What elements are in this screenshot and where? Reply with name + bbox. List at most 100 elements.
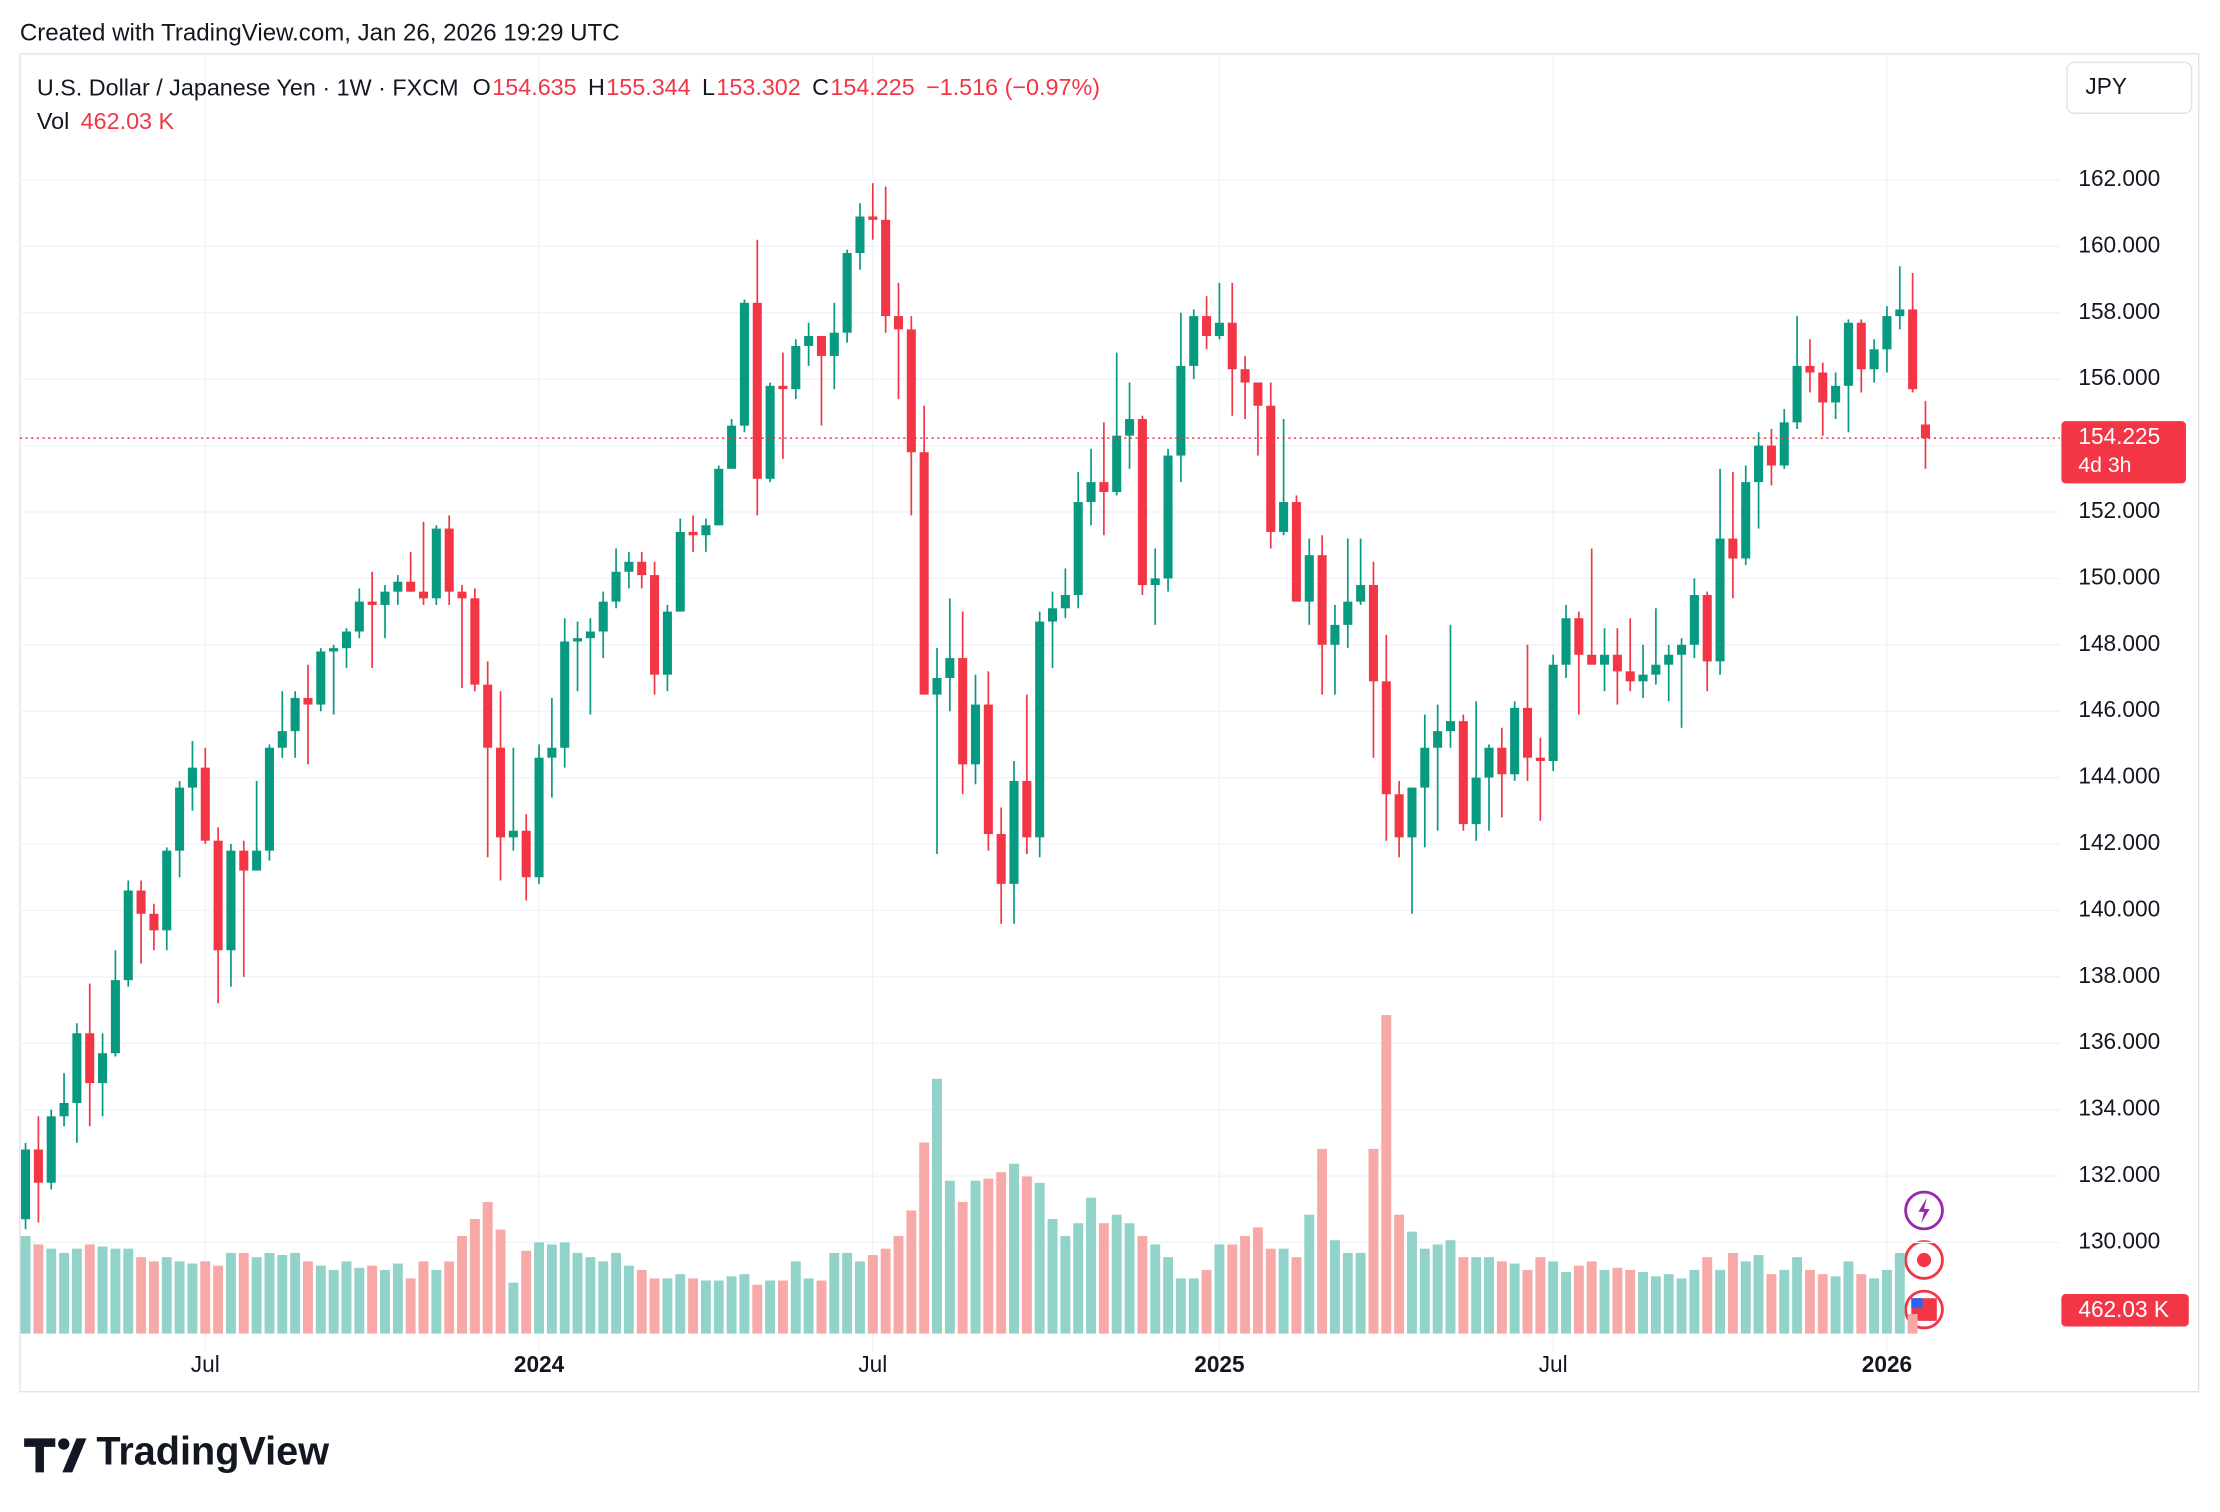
volume-bar — [469, 1218, 480, 1334]
volume-bar — [1419, 1248, 1430, 1334]
candle-body — [1895, 309, 1905, 317]
candle-body — [33, 1149, 43, 1183]
y-tick-label: 142.000 — [2078, 829, 2160, 855]
candle-body — [136, 890, 146, 914]
candle-body — [1612, 654, 1622, 672]
volume-bar — [611, 1252, 622, 1334]
candle-body — [1651, 664, 1661, 675]
candle-body — [1792, 365, 1802, 423]
candle-body — [842, 253, 852, 333]
candle-body — [1394, 794, 1404, 838]
candle-body — [1433, 731, 1443, 748]
candle-body — [1715, 538, 1725, 662]
last-price-label: 154.225 — [2078, 423, 2160, 449]
volume-bar — [1484, 1257, 1494, 1334]
candle-body — [1805, 365, 1815, 373]
candle-body — [264, 747, 274, 851]
candle-body — [1368, 585, 1378, 682]
volume-bar — [315, 1265, 326, 1334]
y-tick-label: 162.000 — [2078, 165, 2160, 191]
volume-bar — [380, 1269, 390, 1334]
volume-bar — [1394, 1214, 1405, 1334]
volume-bar — [944, 1180, 955, 1334]
volume-bar — [559, 1242, 570, 1334]
candle-body — [688, 531, 698, 536]
volume-bar — [1830, 1276, 1841, 1334]
volume-bar — [1150, 1244, 1161, 1334]
volume-bar — [752, 1284, 763, 1334]
candle-body — [1856, 322, 1866, 370]
candle-body — [406, 581, 416, 592]
candle-body — [1497, 747, 1507, 775]
volume-bar — [932, 1078, 942, 1334]
candle-body — [650, 575, 660, 675]
candle-body — [290, 697, 300, 732]
volume-bar — [906, 1210, 917, 1334]
volume-bar — [200, 1261, 211, 1334]
candle-body — [1869, 349, 1879, 370]
volume-bar — [392, 1263, 403, 1334]
candle-body — [380, 591, 390, 605]
candle-body — [1291, 502, 1301, 602]
candle-body — [1587, 654, 1597, 665]
candle-body — [1035, 621, 1045, 838]
legend-title: U.S. Dollar / Japanese Yen · 1W · FXCM O1… — [37, 74, 1100, 100]
legend-key: L — [702, 74, 715, 100]
volume-bar — [777, 1280, 788, 1334]
volume-bar — [1111, 1214, 1122, 1334]
y-tick-label: 150.000 — [2078, 563, 2160, 589]
candle-body — [1356, 585, 1366, 602]
volume-bar — [1098, 1223, 1109, 1334]
volume-bar — [1407, 1231, 1417, 1334]
volume-bar — [1817, 1274, 1828, 1334]
volume-bar — [534, 1242, 544, 1334]
candle-body — [1214, 322, 1224, 337]
volume-bar — [1021, 1176, 1032, 1334]
volume-bar — [546, 1244, 557, 1334]
candle-body — [611, 571, 621, 602]
volume-bar — [1304, 1214, 1315, 1334]
volume-bar — [46, 1248, 57, 1334]
volume-bar — [341, 1261, 352, 1334]
volume-bar — [1586, 1261, 1597, 1334]
volume-bar — [1009, 1163, 1019, 1334]
currency-label[interactable]: JPY — [2085, 73, 2127, 99]
volume-bar — [264, 1252, 275, 1334]
candle-body — [1189, 316, 1199, 366]
volume-bar — [213, 1265, 224, 1334]
candle-body — [213, 840, 223, 951]
volume-bar — [187, 1263, 198, 1334]
volume-bar — [1124, 1223, 1135, 1334]
volume-bar — [1073, 1223, 1084, 1334]
candle-body — [1535, 757, 1545, 762]
candle-body — [1471, 777, 1481, 825]
volume-bar — [148, 1261, 159, 1334]
candle-body — [1510, 707, 1520, 775]
currency-button[interactable] — [2066, 61, 2193, 114]
volume-bar — [572, 1252, 583, 1334]
volume-bar — [1329, 1240, 1340, 1334]
candle-body — [1728, 538, 1738, 559]
volume-bar — [855, 1261, 865, 1334]
candle-body — [1445, 721, 1456, 732]
legend-key: H — [588, 74, 605, 100]
volume-bar — [1689, 1269, 1700, 1334]
candle-body — [1779, 422, 1789, 466]
candle-body — [252, 850, 262, 871]
volume-bar — [598, 1261, 609, 1334]
volume-bar — [700, 1280, 711, 1334]
candle-body — [1330, 624, 1340, 645]
volume-bar — [1548, 1261, 1559, 1334]
volume-bar — [713, 1280, 724, 1334]
candle-body — [1137, 419, 1147, 586]
volume-bar — [1638, 1272, 1648, 1334]
legend-change: −1.516 (−0.97%) — [926, 74, 1100, 100]
volume-bar — [174, 1261, 185, 1334]
candle-body — [1522, 707, 1533, 758]
volume-bar — [1458, 1257, 1469, 1334]
volume-bar — [1355, 1252, 1366, 1334]
candle-body — [1882, 316, 1892, 350]
candle-body — [585, 631, 595, 639]
volume-bar — [405, 1278, 416, 1334]
